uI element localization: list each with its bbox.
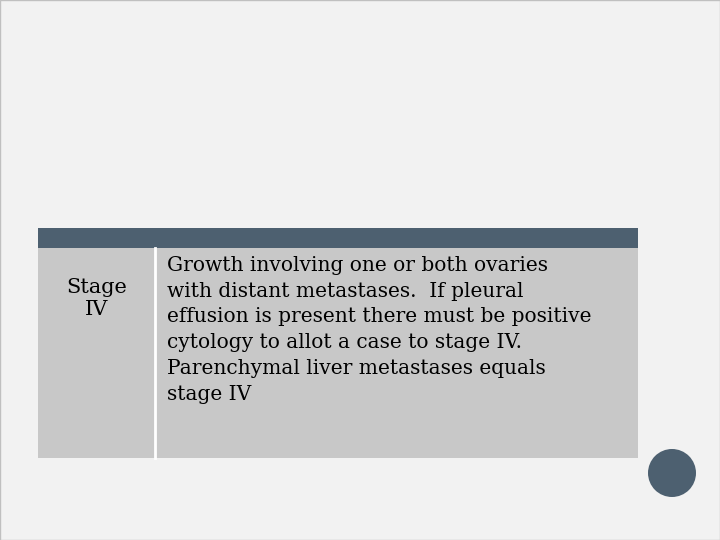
- Bar: [38, 248, 155, 458]
- Text: Stage
IV: Stage IV: [66, 278, 127, 319]
- Bar: [38, 228, 638, 248]
- Bar: [155, 248, 638, 458]
- Circle shape: [648, 449, 696, 497]
- Text: Growth involving one or both ovaries
with distant metastases.  If pleural
effusi: Growth involving one or both ovaries wit…: [167, 256, 592, 404]
